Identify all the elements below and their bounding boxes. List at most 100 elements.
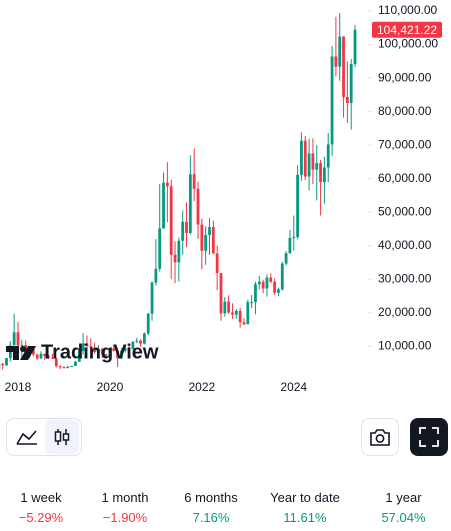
candle-body xyxy=(12,332,16,346)
candle-body xyxy=(146,313,150,334)
y-tick-label: 70,000.00 xyxy=(378,137,432,151)
candle-body xyxy=(31,348,35,355)
candle-body xyxy=(16,332,20,346)
candle-body xyxy=(300,140,303,175)
y-tick-label: 100,000.00 xyxy=(378,37,438,51)
candle-body xyxy=(104,354,108,356)
candle-body xyxy=(242,322,246,325)
candle-body xyxy=(120,350,123,359)
y-tick-label: 20,000.00 xyxy=(378,305,432,319)
candle-body xyxy=(58,366,62,368)
candle-body xyxy=(51,357,54,359)
candle-body xyxy=(215,253,219,274)
candle-body xyxy=(181,221,185,241)
candle-body xyxy=(238,311,242,323)
fullscreen-icon xyxy=(419,427,439,447)
candle-body xyxy=(81,343,85,351)
candle-body xyxy=(165,182,169,187)
candle-body xyxy=(345,97,349,104)
last-price-tag xyxy=(372,21,442,38)
candle-body xyxy=(284,253,288,264)
performance-label: Year to date xyxy=(270,490,340,505)
candle-body xyxy=(142,333,146,344)
candle-body xyxy=(257,281,261,285)
candle-body xyxy=(100,348,104,355)
performance-value: −1.90% xyxy=(102,510,148,525)
candle-body xyxy=(1,363,5,366)
candle-style-button[interactable] xyxy=(45,420,79,454)
candle-body xyxy=(265,277,269,289)
candle-body xyxy=(303,140,307,177)
candle-body xyxy=(77,350,81,362)
candle-body xyxy=(74,361,77,366)
y-tick-label: 110,000.00 xyxy=(378,3,437,17)
candle-body xyxy=(330,56,334,145)
performance-label: 1 month xyxy=(101,490,149,505)
camera-icon xyxy=(370,429,390,446)
y-tick-label: 50,000.00 xyxy=(378,204,432,218)
candle-body xyxy=(89,345,93,348)
candle-body xyxy=(131,341,135,350)
candle-body xyxy=(47,356,51,358)
line-style-button[interactable] xyxy=(9,419,45,455)
fullscreen-button[interactable] xyxy=(410,418,448,456)
candle-body xyxy=(234,311,238,315)
performance-value: 11.61% xyxy=(283,510,327,525)
candle-body xyxy=(334,56,338,67)
candle-body xyxy=(5,358,8,366)
candle-body xyxy=(288,238,292,254)
y-tick-label: 60,000.00 xyxy=(378,171,432,185)
x-tick-label: 2024 xyxy=(280,380,307,394)
performance-value: −5.29% xyxy=(18,510,64,525)
candle-body xyxy=(20,345,24,347)
candle-body xyxy=(150,282,154,314)
candle-body xyxy=(139,340,142,344)
candle-body xyxy=(66,366,70,369)
candle-body xyxy=(39,353,43,359)
candle-body xyxy=(280,263,284,290)
performance-value: 7.16% xyxy=(192,510,230,525)
candle-body xyxy=(169,186,173,255)
performance-row: 1 week −5.29% 1 month −1.90% 6 months 7.16% Ye… xyxy=(0,490,451,525)
candle-body xyxy=(315,163,319,170)
candle-body xyxy=(97,348,100,352)
candle-body xyxy=(127,347,131,350)
candle-body xyxy=(269,277,273,282)
performance-value: 57.04% xyxy=(381,510,426,525)
y-tick-label: 80,000.00 xyxy=(378,104,432,118)
candle-body xyxy=(204,234,208,251)
candle-body xyxy=(311,153,315,170)
x-tick-label: 2022 xyxy=(188,380,215,394)
candle-body xyxy=(219,273,223,314)
candle-body xyxy=(246,302,250,325)
candle-body xyxy=(211,227,215,254)
candle-icon xyxy=(54,429,70,445)
candle-body xyxy=(158,228,162,269)
candle-body xyxy=(177,240,181,263)
candle-body xyxy=(349,64,353,104)
chart-style-toggle xyxy=(6,418,82,456)
performance-item: 6 months 7.16% xyxy=(168,490,254,525)
candle-body xyxy=(261,281,265,289)
candle-body xyxy=(85,343,89,346)
x-tick-label: 2018 xyxy=(5,380,32,394)
candle-body xyxy=(208,227,211,235)
y-tick-label: 40,000.00 xyxy=(378,238,432,252)
y-tick-label: 90,000.00 xyxy=(378,70,432,84)
performance-item: 1 year 57.04% xyxy=(356,490,451,525)
candle-body xyxy=(112,348,116,351)
candle-body xyxy=(200,224,204,251)
candle-body xyxy=(173,254,177,263)
candle-body xyxy=(188,174,192,233)
candle-body xyxy=(338,36,342,67)
performance-item: 1 month −1.90% xyxy=(82,490,168,525)
candle-body xyxy=(296,174,299,238)
candle-body xyxy=(250,302,254,304)
y-tick-label: 10,000.00 xyxy=(378,338,432,352)
candle-body xyxy=(307,153,311,177)
candle-body xyxy=(162,182,165,229)
line-icon xyxy=(16,430,37,445)
snapshot-button[interactable] xyxy=(361,418,399,456)
candle-body xyxy=(273,281,277,293)
